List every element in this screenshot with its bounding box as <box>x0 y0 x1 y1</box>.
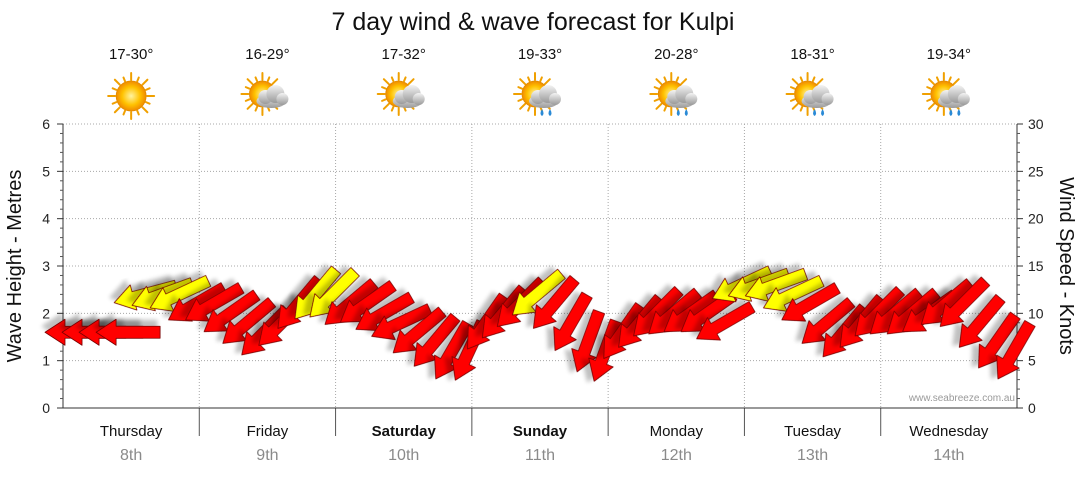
partly-cloudy-icon <box>376 72 425 116</box>
day-temperature: 17-32° <box>382 46 426 63</box>
sun-showers-icon <box>513 72 561 116</box>
day-date-label: 14th <box>933 447 964 464</box>
right-tick-label: 10 <box>1028 305 1044 321</box>
left-tick-label: 4 <box>42 211 50 227</box>
sun-showers-icon <box>785 72 834 116</box>
day-temperature: 17-30° <box>109 46 153 63</box>
left-tick-label: 3 <box>42 258 50 274</box>
day-name-label: Saturday <box>372 423 437 440</box>
rain-drops <box>540 109 552 116</box>
sun-showers-icon <box>649 72 698 116</box>
cloud <box>937 85 970 108</box>
day-temperature: 16-29° <box>245 46 289 63</box>
day-name-label: Wednesday <box>909 423 988 440</box>
day-date-label: 9th <box>256 447 278 464</box>
day-date-label: 10th <box>388 447 419 464</box>
left-tick-label: 2 <box>42 305 50 321</box>
grid <box>63 123 1017 436</box>
watermark: www.seabreeze.com.au <box>908 393 1015 404</box>
left-axis: 0 1 2 3 4 5 6 <box>42 116 64 416</box>
left-tick-label: 0 <box>42 400 50 416</box>
sun-disc <box>115 80 147 112</box>
left-tick-label: 6 <box>42 116 50 132</box>
day-date-label: 8th <box>120 447 142 464</box>
day-date-label: 12th <box>661 447 692 464</box>
day-temperature: 19-34° <box>927 46 971 63</box>
rain-drops <box>813 109 825 116</box>
wind-arrow <box>371 303 433 341</box>
right-tick-label: 20 <box>1028 211 1044 227</box>
wind-arrow <box>533 275 580 329</box>
day-date-label: 11th <box>525 447 555 464</box>
cloud <box>665 85 698 108</box>
day-labels: Thursday 8th Friday 9th Saturday 10th Sunday 11… <box>100 423 989 464</box>
sunny-icon <box>107 72 156 120</box>
day-temperature: 18-31° <box>790 46 834 63</box>
weather-row: 17-30° 16-29° 17-32° 19-33° 20-28° 18-31° 19-3… <box>107 46 971 120</box>
right-tick-label: 15 <box>1028 258 1044 274</box>
right-tick-label: 30 <box>1028 116 1044 132</box>
cloud <box>801 85 834 108</box>
wind-arrow <box>553 291 593 351</box>
cloud <box>529 85 561 108</box>
wind-arrow <box>939 276 991 327</box>
wind-arrow <box>95 318 161 346</box>
chart-title: 7 day wind & wave forecast for Kulpi <box>332 8 735 36</box>
wind-arrows <box>44 265 1036 382</box>
sun-rays <box>107 72 156 120</box>
partly-cloudy-icon <box>240 72 289 116</box>
day-name-label: Tuesday <box>784 423 841 440</box>
day-name-label: Thursday <box>100 423 163 440</box>
right-tick-label: 5 <box>1028 353 1036 369</box>
cloud <box>392 85 425 108</box>
wind-arrow <box>781 282 841 322</box>
sun-showers-icon <box>921 72 970 116</box>
rain-drops <box>949 109 961 116</box>
day-date-label: 13th <box>797 447 828 464</box>
day-name-label: Monday <box>650 423 704 440</box>
day-name-label: Friday <box>247 423 289 440</box>
left-tick-label: 5 <box>42 163 50 179</box>
wind-arrow <box>996 320 1036 380</box>
day-name-label: Sunday <box>513 423 568 440</box>
right-axis: 0 5 10 15 20 25 30 <box>1016 116 1044 416</box>
day-temperature: 19-33° <box>518 46 562 63</box>
cloud <box>256 85 289 108</box>
left-axis-label: Wave Height - Metres <box>4 170 26 363</box>
day-temperature: 20-28° <box>654 46 698 63</box>
rain-drops <box>676 109 688 116</box>
right-tick-label: 0 <box>1028 400 1036 416</box>
left-tick-label: 1 <box>42 353 50 369</box>
wind-arrow <box>696 301 756 341</box>
right-tick-label: 25 <box>1028 163 1044 179</box>
wind-arrow <box>571 309 606 373</box>
wind-arrow <box>958 294 1006 348</box>
right-axis-label: Wind Speed - Knots <box>1055 177 1077 355</box>
